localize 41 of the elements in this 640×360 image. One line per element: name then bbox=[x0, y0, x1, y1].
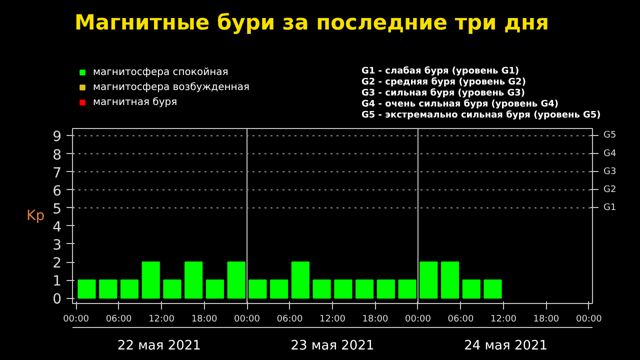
text: 23 мая 2021 bbox=[290, 338, 374, 354]
text: G3 - сильная буря (уровень G3) bbox=[362, 88, 525, 98]
x-tick-label: 00:00 bbox=[234, 314, 260, 324]
text: G5 - экстремально сильная буря (уровень G5) bbox=[362, 110, 601, 120]
text: G1 - слабая буря (уровень G1) bbox=[362, 66, 520, 76]
x-tick-label: 06:00 bbox=[448, 314, 474, 324]
y-tick-label: 9 bbox=[52, 129, 62, 146]
x-tick-label: 06:00 bbox=[276, 314, 303, 324]
y-tick-label: 8 bbox=[52, 147, 62, 164]
x-tick-label: 00:00 bbox=[63, 314, 90, 324]
legend-label: магнитосфера спокойная bbox=[93, 66, 228, 78]
x-tick-label: 00:00 bbox=[405, 314, 432, 324]
y-tick-label: 0 bbox=[52, 292, 62, 308]
x-tick-label: 00:00 bbox=[576, 314, 602, 324]
text: G1 bbox=[604, 202, 616, 213]
text: 24 мая 2021 bbox=[464, 338, 548, 354]
x-tick-label: 12:00 bbox=[320, 314, 346, 324]
y-tick-label: 2 bbox=[52, 256, 62, 272]
y-tick-label: 6 bbox=[52, 183, 62, 200]
y-tick-label: 5 bbox=[52, 201, 62, 218]
y-tick-label: 1 bbox=[52, 274, 62, 290]
text: 22 мая 2021 bbox=[117, 338, 201, 354]
x-tick-label: 18:00 bbox=[362, 314, 388, 324]
text: G4 - очень сильная буря (уровень G4) bbox=[362, 98, 559, 110]
y-axis-title: Kp bbox=[26, 208, 45, 224]
legend-label: магнитная буря bbox=[93, 96, 178, 108]
x-tick-label: 12:00 bbox=[148, 314, 175, 324]
chart-title: Магнитные бури за последние три дня bbox=[74, 10, 550, 34]
text: G2 - средняя буря (уровень G2) bbox=[362, 76, 526, 88]
x-tick-label: 18:00 bbox=[191, 314, 218, 324]
x-tick-label: 06:00 bbox=[106, 314, 132, 324]
text: G5 bbox=[604, 130, 616, 141]
x-tick-label: 18:00 bbox=[533, 314, 560, 324]
legend-label: магнитосфера возбужденная bbox=[93, 81, 250, 93]
x-tick-label: 12:00 bbox=[490, 314, 517, 324]
text: G4 bbox=[604, 148, 616, 159]
text: G3 bbox=[604, 166, 616, 177]
y-tick-label: 4 bbox=[52, 219, 62, 236]
y-tick-label: 3 bbox=[52, 237, 62, 254]
y-tick-label: 7 bbox=[52, 165, 62, 182]
text: G2 bbox=[604, 184, 616, 195]
